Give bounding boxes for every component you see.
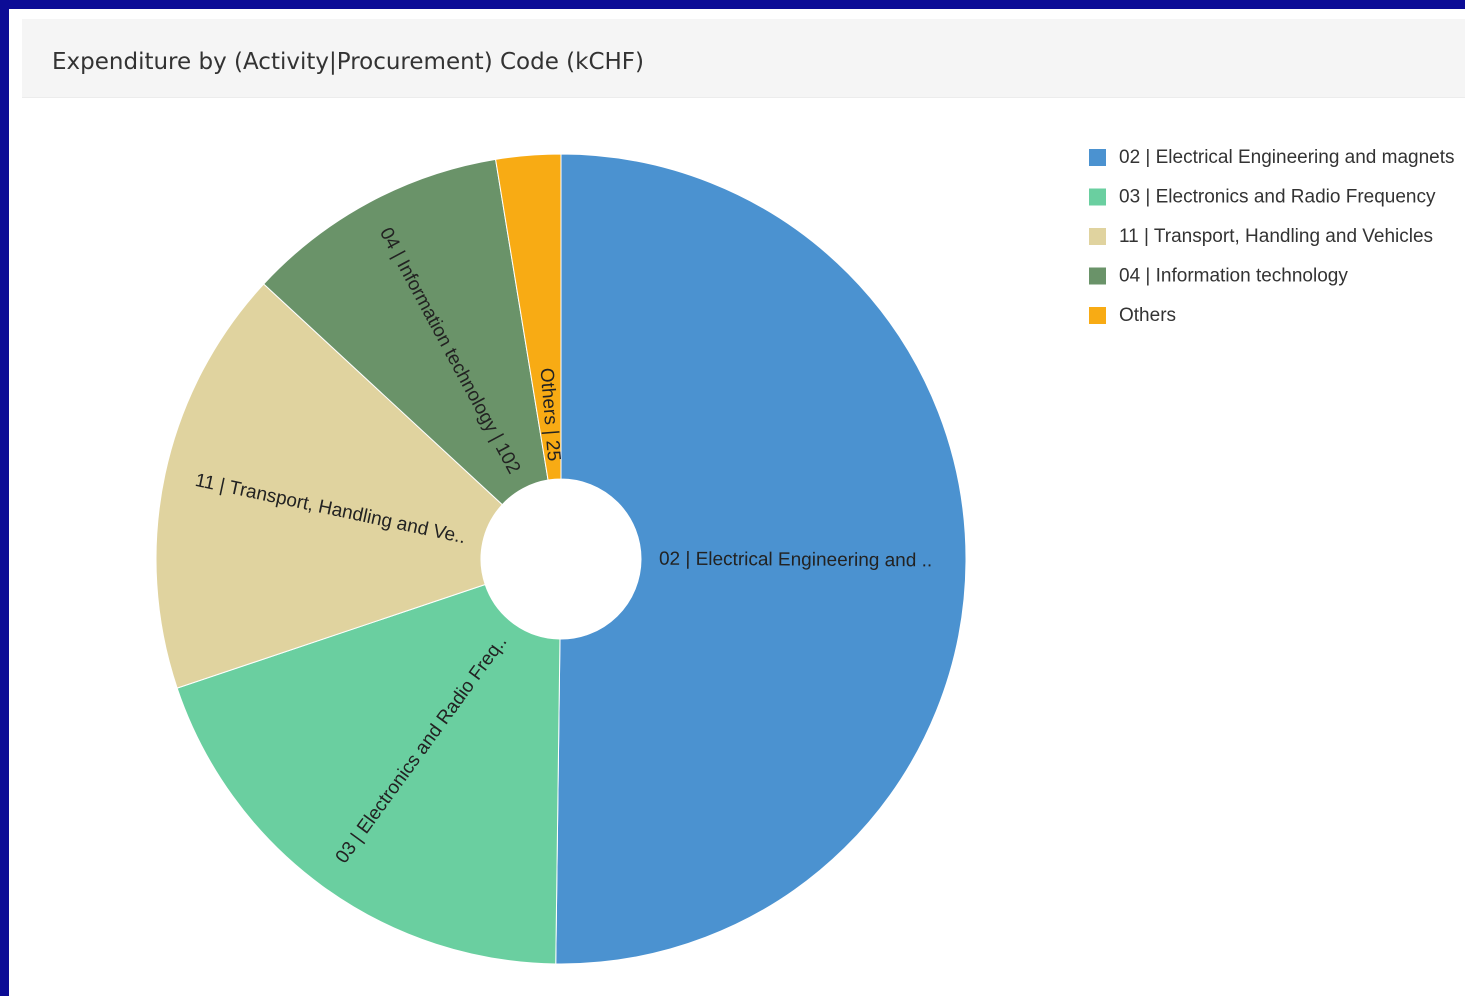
panel-header: Expenditure by (Activity|Procurement) Co… — [22, 19, 1465, 98]
panel-title: Expenditure by (Activity|Procurement) Co… — [52, 49, 645, 75]
legend-item-11-transport-handling-and-vehicles[interactable]: 11 | Transport, Handling and Vehicles — [1119, 226, 1433, 247]
chart-legend: 02 | Electrical Engineering and magnets 0… — [1089, 147, 1455, 326]
legend-swatch-11-transport-handling-and-vehicles[interactable] — [1089, 228, 1106, 245]
donut-chart: 02 | Electrical Engineering and .. 03 | E… — [155, 147, 1455, 965]
slice-04-information-technology[interactable] — [262, 158, 549, 506]
slice-03-electronics-and-radio-frequency[interactable] — [176, 583, 561, 965]
legend-swatch-02-electrical-engineering-and-magnets[interactable] — [1089, 149, 1106, 166]
legend-item-04-information-technology[interactable]: 04 | Information technology — [1119, 266, 1348, 287]
legend-item-03-electronics-and-radio-frequency[interactable]: 03 | Electronics and Radio Frequency — [1119, 187, 1436, 208]
legend-item-02-electrical-engineering-and-magnets[interactable]: 02 | Electrical Engineering and magnets — [1119, 147, 1455, 168]
slice-others[interactable] — [494, 153, 562, 481]
legend-swatch-03-electronics-and-radio-frequency[interactable] — [1089, 188, 1106, 206]
slice-label-02-electrical-engineering-and-magnets: 02 | Electrical Engineering and .. — [659, 549, 932, 572]
slice-11-transport-handling-and-vehicles[interactable] — [155, 283, 503, 689]
legend-swatch-04-information-technology[interactable] — [1089, 267, 1106, 285]
legend-swatch-others[interactable] — [1089, 307, 1106, 324]
legend-item-others[interactable]: Others — [1119, 305, 1176, 326]
slice-02-electrical-engineering-and-magnets[interactable] — [555, 153, 967, 965]
chart-slices — [155, 153, 967, 965]
